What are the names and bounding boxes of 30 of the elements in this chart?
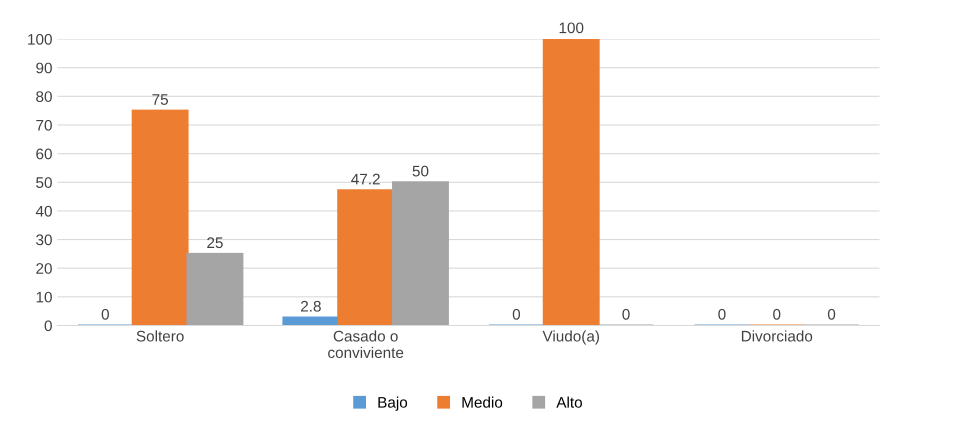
y-tick-label: 50 (36, 177, 52, 188)
data-label: 2.8 (301, 300, 321, 312)
legend-label: Alto (556, 396, 582, 408)
y-tick-label: 90 (36, 62, 52, 74)
x-tick-label: Viudo(a) (542, 330, 600, 345)
y-tick-label: 30 (36, 234, 52, 246)
legend-label: Medio (462, 396, 502, 408)
x-tick-label: Casado o conviviente (328, 330, 404, 358)
data-label: 25 (207, 237, 223, 248)
data-label: 0 (512, 308, 520, 320)
y-tick-label: 60 (36, 148, 52, 160)
legend-label: Bajo (378, 396, 408, 411)
data-label: 0 (718, 308, 726, 320)
data-label: 0 (622, 308, 630, 320)
data-label: 47.2 (351, 174, 380, 184)
data-label: 100 (560, 22, 584, 34)
y-tick-label: 40 (36, 206, 52, 217)
y-tick-label: 0 (44, 320, 52, 332)
data-label: 0 (773, 308, 780, 320)
y-tick-label: 20 (36, 263, 52, 274)
y-tick-label: 10 (36, 292, 52, 303)
data-label: 75 (152, 94, 168, 105)
x-tick-label: Soltero (136, 330, 184, 342)
y-tick-label: 70 (36, 120, 52, 131)
data-label: 0 (828, 308, 836, 320)
data-label: 0 (102, 308, 109, 320)
x-tick-label: Divorciado (742, 330, 812, 342)
y-tick-label: 80 (36, 91, 52, 102)
y-tick-label: 100 (28, 34, 52, 45)
data-label: 50 (412, 166, 428, 176)
